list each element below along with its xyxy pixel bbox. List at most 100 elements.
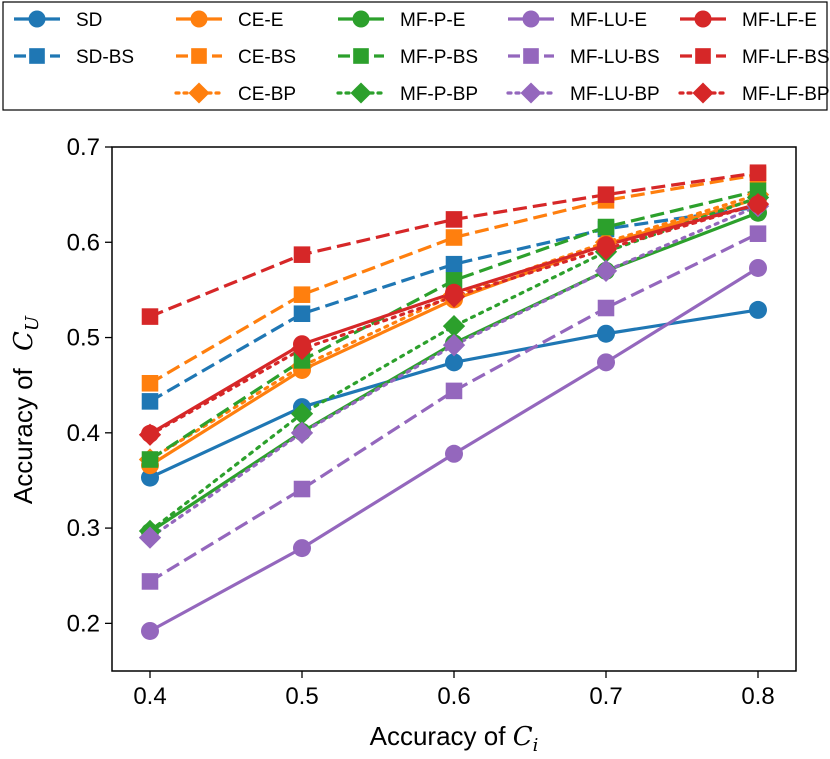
x-tick-label: 0.8: [741, 683, 774, 710]
data-point-mf-lu-bs: [749, 225, 767, 242]
legend-marker-ce-e: [190, 10, 208, 28]
x-tick-label: 0.5: [285, 683, 318, 710]
legend-marker-mf-lf-e: [694, 10, 712, 28]
data-point-mf-lu-e: [749, 258, 767, 277]
legend-item-mf-p-bp: MF-P-BP: [336, 82, 478, 105]
data-point-mf-p-bs: [445, 272, 463, 289]
y-axis-label: Accuracy of CU: [8, 315, 43, 504]
legend-item-mf-lu-bp: MF-LU-BP: [506, 82, 660, 105]
data-point-mf-p-bp: [442, 314, 466, 338]
legend-item-mf-lu-bs: MF-LU-BS: [508, 47, 660, 68]
data-point-ce-bs: [293, 286, 311, 303]
data-point-mf-lu-bs: [293, 480, 311, 498]
y-tick-label: 0.3: [67, 515, 100, 542]
data-point-mf-lf-bs: [597, 186, 615, 203]
data-point-mf-lf-bs: [749, 164, 767, 182]
legend-entries: SD SD-BS CE-E CE-BS CE-BP MF-P-E MF-P-BS MF-P-B…: [14, 10, 830, 105]
data-point-mf-lu-bs: [141, 573, 159, 590]
legend-label-mf-lf-bp: MF-LF-BP: [742, 84, 830, 105]
data-point-sd-bs: [445, 255, 463, 273]
legend-marker-mf-lf-bs: [695, 48, 711, 64]
series-line-mf-p-bp: [148, 195, 760, 533]
legend-label-mf-lu-bs: MF-LU-BS: [570, 47, 660, 68]
series-line-mf-lu-bs: [149, 232, 759, 583]
data-point-mf-lf-bs: [141, 308, 159, 325]
legend-item-mf-lf-bp: MF-LF-BP: [678, 82, 830, 105]
data-point-ce-bs: [141, 374, 159, 392]
legend-label-mf-p-bp: MF-P-BP: [400, 84, 478, 105]
y-tick-label: 0.2: [67, 610, 100, 637]
legend-label-sd-bs: SD-BS: [76, 47, 134, 68]
data-point-sd: [749, 300, 767, 319]
x-tick-label: 0.4: [133, 683, 166, 710]
x-tick-label: 0.7: [589, 683, 622, 710]
legend-item-mf-lf-bs: MF-LF-BS: [680, 47, 830, 68]
series-line-mf-lu-bp: [148, 204, 760, 540]
y-tick-label: 0.5: [67, 325, 100, 352]
legend-item-mf-p-e: MF-P-E: [338, 10, 465, 31]
data-point-mf-lf-bs: [293, 246, 311, 263]
legend-marker-ce-bs: [191, 48, 207, 64]
data-point-mf-lu-e: [597, 353, 615, 372]
legend-label-ce-e: CE-E: [238, 10, 283, 31]
legend-item-ce-e: CE-E: [176, 10, 283, 31]
data-point-mf-lu-e: [293, 539, 311, 558]
data-point-mf-p-bs: [141, 451, 159, 468]
legend-label-ce-bs: CE-BS: [238, 47, 296, 68]
data-point-sd: [597, 324, 615, 343]
data-point-mf-lu-bp: [290, 421, 314, 444]
y-tick-label: 0.7: [67, 134, 100, 161]
legend-marker-ce-bp: [188, 82, 210, 104]
data-point-mf-lf-bp: [746, 193, 770, 216]
legend: SD SD-BS CE-E CE-BS CE-BP MF-P-E MF-P-BS MF-P-B…: [2, 1, 830, 111]
x-tick-label: 0.6: [437, 683, 470, 710]
y-tick-label: 0.6: [67, 229, 100, 256]
legend-marker-mf-p-bp: [350, 82, 372, 104]
data-point-mf-p-bp: [290, 402, 314, 425]
legend-marker-mf-lf-bp: [692, 82, 714, 104]
series-line-sd-bs: [149, 205, 759, 403]
data-point-mf-lu-bp: [442, 334, 466, 357]
y-axis: 0.2 0.3 0.4 0.5 0.6 0.7: [67, 134, 112, 637]
legend-item-mf-lu-e: MF-LU-E: [508, 10, 647, 31]
legend-marker-mf-lu-e: [522, 10, 540, 28]
legend-marker-mf-p-e: [352, 10, 370, 28]
y-tick-label: 0.4: [67, 420, 100, 447]
legend-marker-sd: [28, 10, 46, 28]
legend-item-ce-bp: CE-BP: [174, 82, 296, 105]
data-point-mf-p-bs: [597, 218, 615, 236]
data-point-mf-lu-bs: [445, 382, 463, 400]
legend-marker-mf-lu-bp: [520, 82, 542, 104]
legend-item-mf-lf-e: MF-LF-E: [680, 10, 817, 31]
data-point-mf-p-bs: [293, 352, 311, 369]
data-point-mf-lf-bp: [138, 423, 162, 446]
data-point-sd-bs: [141, 393, 159, 410]
legend-label-ce-bp: CE-BP: [238, 84, 296, 105]
legend-marker-mf-p-bs: [353, 48, 369, 64]
legend-label-mf-lf-bs: MF-LF-BS: [742, 47, 830, 68]
data-point-sd: [445, 353, 463, 372]
legend-label-mf-lf-e: MF-LF-E: [742, 10, 817, 31]
data-point-mf-lu-e: [445, 444, 463, 463]
data-point-mf-lu-bs: [597, 299, 615, 317]
legend-label-mf-lu-bp: MF-LU-BP: [570, 84, 660, 105]
legend-label-mf-p-e: MF-P-E: [400, 10, 465, 31]
legend-item-sd-bs: SD-BS: [14, 47, 134, 68]
legend-marker-sd-bs: [29, 48, 45, 64]
data-point-mf-lf-bs: [445, 211, 463, 228]
data-point-mf-lf-bp: [442, 285, 466, 308]
data-point-sd: [141, 468, 159, 487]
data-point-ce-bs: [445, 229, 463, 246]
data-point-mf-lu-bp: [594, 259, 618, 283]
data-point-mf-lu-bp: [138, 526, 162, 549]
legend-label-sd: SD: [76, 10, 102, 31]
legend-item-sd: SD: [14, 10, 102, 31]
legend-marker-mf-lu-bs: [523, 48, 539, 64]
legend-item-mf-p-bs: MF-P-BS: [338, 47, 478, 68]
legend-label-mf-lu-e: MF-LU-E: [570, 10, 647, 31]
series-markers: [138, 164, 770, 640]
legend-item-ce-bs: CE-BS: [176, 47, 296, 68]
x-axis-label: Accuracy of Ci: [370, 721, 539, 756]
data-point-mf-lf-bp: [290, 337, 314, 361]
